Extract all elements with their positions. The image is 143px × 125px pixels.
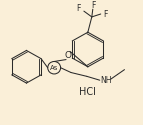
Text: HCl: HCl [79,87,96,97]
Text: NH: NH [101,76,112,85]
Text: F: F [92,1,96,10]
Text: As: As [50,65,58,71]
Text: F: F [77,4,81,13]
Text: O: O [64,51,72,60]
Text: F: F [104,10,108,20]
